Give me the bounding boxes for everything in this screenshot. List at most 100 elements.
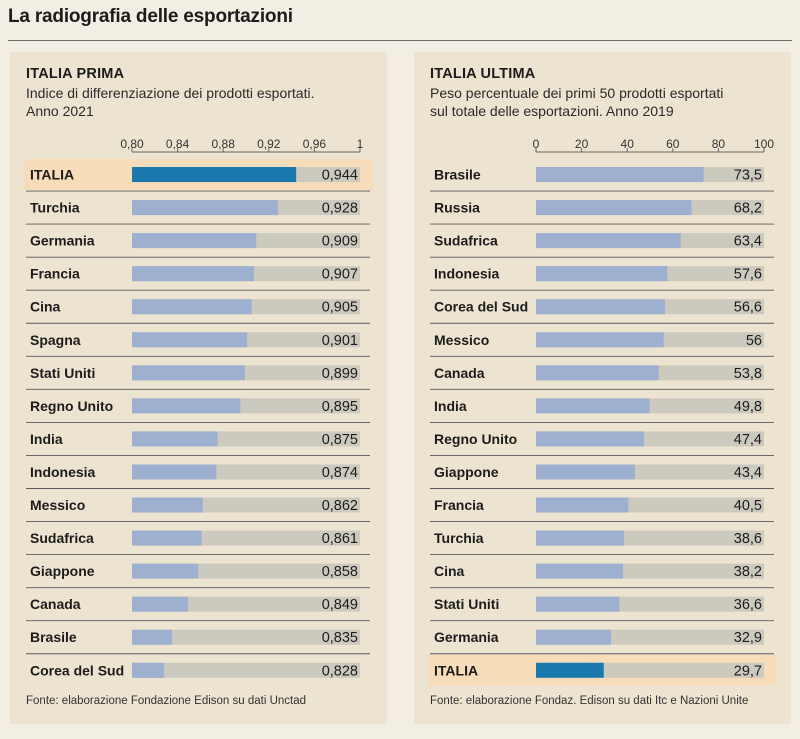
category-label: Turchia — [434, 530, 484, 546]
chart-italia-ultima: 0 20 40 60 80 100 Brasile 73,5 Russia 68,2 Sudafri… — [428, 137, 777, 686]
bar — [132, 497, 203, 513]
bar — [132, 200, 278, 216]
bar — [536, 332, 664, 348]
chart-subtitle: Peso percentuale dei primi 50 prodotti e… — [430, 84, 780, 120]
bar — [132, 299, 252, 315]
value-label: 0,909 — [322, 234, 358, 250]
category-label: Indonesia — [30, 464, 96, 480]
value-label: 57,6 — [734, 267, 762, 283]
category-label: Cina — [30, 299, 61, 315]
value-label: 49,8 — [734, 399, 762, 415]
category-label: Giappone — [434, 464, 499, 480]
bar — [132, 563, 199, 579]
value-label: 0,874 — [322, 465, 358, 481]
chart-subtitle: Indice di differenziazione dei prodotti … — [26, 84, 376, 120]
bar — [132, 629, 172, 645]
chart-italia-prima: 0,80 0,84 0,88 0,92 0,96 1 ITALIA 0,944 Turchia 0… — [24, 137, 373, 679]
value-label: 0,901 — [322, 333, 358, 349]
value-label: 0,858 — [322, 564, 358, 580]
category-label: Messico — [434, 332, 489, 348]
category-label: Giappone — [30, 563, 95, 579]
category-label: ITALIA — [434, 662, 478, 678]
bar — [132, 431, 218, 447]
value-label: 38,2 — [734, 564, 762, 580]
bar — [536, 464, 635, 480]
bar — [132, 464, 217, 480]
value-label: 0,944 — [322, 168, 358, 184]
bar — [132, 662, 164, 678]
value-label: 0,849 — [322, 597, 358, 613]
value-label: 0,907 — [322, 267, 358, 283]
value-label: 40,5 — [734, 498, 762, 514]
bar — [132, 596, 188, 612]
bar — [536, 662, 604, 678]
value-label: 0,928 — [322, 201, 358, 217]
x-tick-label: 60 — [666, 137, 680, 151]
category-label: Indonesia — [434, 266, 500, 282]
bar — [132, 530, 202, 546]
category-label: Turchia — [30, 200, 80, 216]
chart-subtitle-line: Peso percentuale dei primi 50 prodotti e… — [430, 85, 724, 101]
bar — [536, 431, 645, 447]
chart-subtitle-line: Indice di differenziazione dei prodotti … — [26, 85, 315, 101]
category-label: Regno Unito — [434, 431, 517, 447]
bar — [536, 266, 668, 282]
chart-source: Fonte: elaborazione Fondaz. Edison su da… — [430, 695, 749, 707]
value-label: 63,4 — [734, 234, 762, 250]
value-label: 73,5 — [734, 168, 762, 184]
bar — [132, 398, 241, 414]
category-label: India — [30, 431, 63, 447]
x-tick-label: 0,84 — [166, 137, 190, 151]
value-label: 29,7 — [734, 663, 762, 679]
chart-source: Fonte: elaborazione Fondazione Edison su… — [26, 695, 307, 707]
bar — [132, 266, 254, 282]
category-label: Francia — [434, 497, 484, 513]
bar — [536, 563, 624, 579]
bar — [132, 233, 257, 249]
bar-track — [132, 629, 360, 645]
bar — [536, 200, 692, 216]
bar — [536, 629, 612, 645]
value-label: 53,8 — [734, 366, 762, 382]
x-tick-label: 0,96 — [303, 137, 327, 151]
category-label: Corea del Sud — [434, 299, 528, 315]
category-label: Messico — [30, 497, 85, 513]
chart-panel-italia-ultima: 0 20 40 60 80 100 Brasile 73,5 Russia 68,2 Sudafri… — [414, 52, 791, 724]
category-label: Francia — [30, 266, 80, 282]
x-tick-label: 40 — [621, 137, 635, 151]
value-label: 56,6 — [734, 300, 762, 316]
category-label: Spagna — [30, 332, 81, 348]
category-label: ITALIA — [30, 167, 74, 183]
bar — [536, 398, 650, 414]
bar — [536, 299, 666, 315]
bar — [132, 332, 248, 348]
page-title: La radiografia delle esportazioni — [8, 6, 293, 27]
bar — [536, 530, 625, 546]
bar — [536, 365, 659, 381]
value-label: 43,4 — [734, 465, 762, 481]
category-label: Regno Unito — [30, 398, 113, 414]
bar — [132, 167, 297, 183]
x-tick-label: 80 — [712, 137, 726, 151]
x-tick-label: 0 — [533, 137, 540, 151]
x-tick-label: 1 — [357, 137, 364, 151]
title-divider — [8, 40, 792, 41]
category-label: India — [434, 398, 467, 414]
bar — [536, 167, 704, 183]
category-label: Germania — [30, 233, 95, 249]
value-label: 47,4 — [734, 432, 762, 448]
category-label: Sudafrica — [30, 530, 94, 546]
x-tick-label: 0,88 — [212, 137, 236, 151]
category-label: Canada — [30, 596, 81, 612]
value-label: 32,9 — [734, 630, 762, 646]
value-label: 56 — [746, 333, 762, 349]
x-tick-label: 20 — [575, 137, 589, 151]
category-label: Sudafrica — [434, 233, 498, 249]
x-tick-label: 100 — [754, 137, 774, 151]
value-label: 0,861 — [322, 531, 358, 547]
category-label: Stati Uniti — [30, 365, 95, 381]
chart-panel-italia-prima: 0,80 0,84 0,88 0,92 0,96 1 ITALIA 0,944 Turchia 0… — [10, 52, 387, 724]
value-label: 68,2 — [734, 201, 762, 217]
value-label: 0,905 — [322, 300, 358, 316]
category-label: Brasile — [434, 167, 481, 183]
